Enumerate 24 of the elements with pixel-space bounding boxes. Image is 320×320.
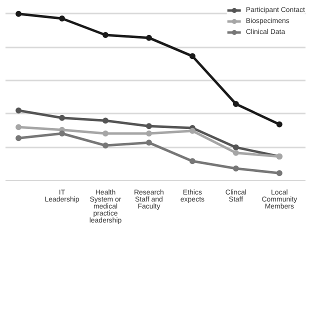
point (16, 135, 22, 142)
point (232, 144, 239, 150)
point (232, 101, 239, 107)
point (276, 170, 282, 176)
point (59, 16, 66, 22)
point (276, 121, 282, 128)
point (146, 123, 152, 130)
point (59, 114, 66, 121)
point (102, 32, 108, 38)
point (146, 130, 152, 136)
point (146, 34, 152, 41)
point (102, 118, 108, 124)
point (189, 53, 196, 60)
point (16, 124, 22, 130)
point (59, 130, 66, 136)
point (232, 150, 239, 156)
point (189, 128, 196, 134)
point (146, 140, 152, 146)
point (232, 166, 239, 172)
point (189, 158, 196, 164)
point (16, 10, 22, 17)
point (102, 142, 108, 148)
point (16, 108, 22, 114)
point (102, 130, 108, 136)
